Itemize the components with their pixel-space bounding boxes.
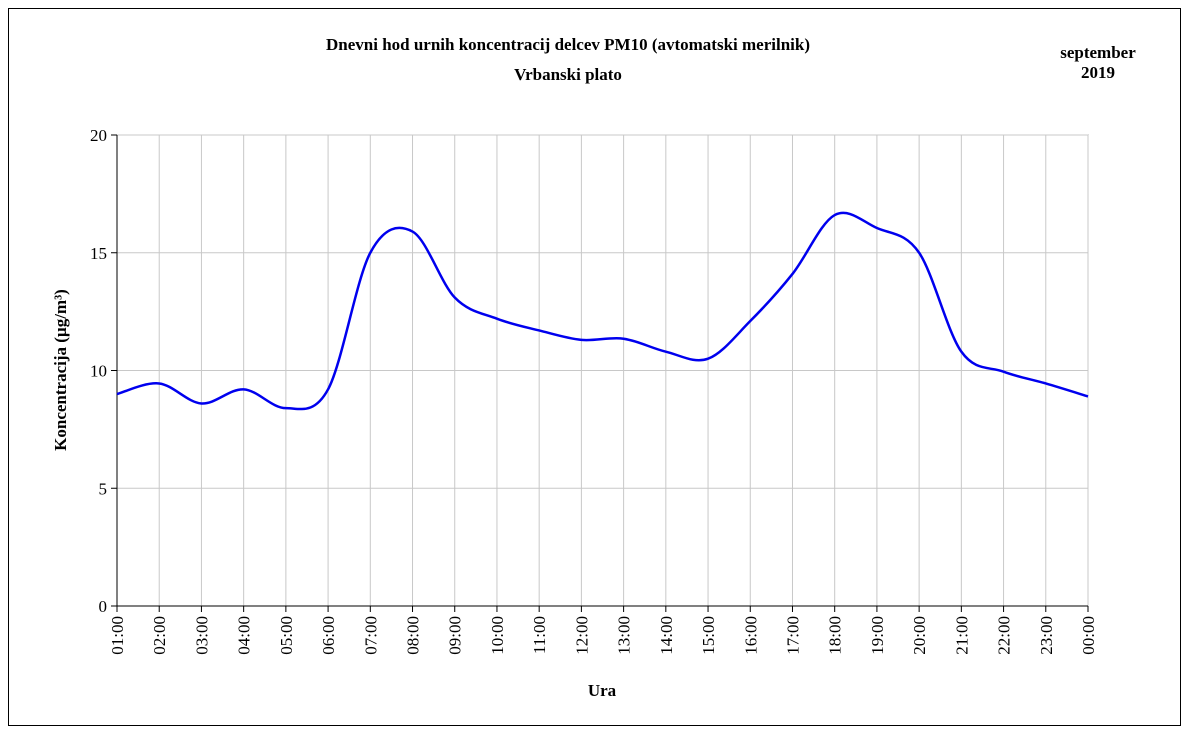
x-tick-label: 17:00 xyxy=(783,616,802,655)
x-axis-label: Ura xyxy=(588,681,617,700)
x-tick-label: 23:00 xyxy=(1037,616,1056,655)
y-axis-label: Koncentracija (µg/m³) xyxy=(51,289,70,451)
x-tick-label: 13:00 xyxy=(615,616,634,655)
y-tick-label: 15 xyxy=(90,244,107,263)
x-tick-label: 14:00 xyxy=(657,616,676,655)
chart-subtitle: Vrbanski plato xyxy=(514,65,622,84)
x-tick-label: 08:00 xyxy=(404,616,423,655)
x-tick-label: 06:00 xyxy=(319,616,338,655)
x-tick-label: 19:00 xyxy=(868,616,887,655)
y-tick-label: 5 xyxy=(99,479,108,498)
x-tick-label: 02:00 xyxy=(150,616,169,655)
y-tick-label: 20 xyxy=(90,126,107,145)
x-tick-label: 00:00 xyxy=(1079,616,1098,655)
x-tick-label: 22:00 xyxy=(995,616,1014,655)
y-tick-label: 0 xyxy=(99,597,108,616)
period-year: 2019 xyxy=(1081,63,1115,82)
x-tick-label: 04:00 xyxy=(235,616,254,655)
chart-title: Dnevni hod urnih koncentracij delcev PM1… xyxy=(326,35,810,54)
x-tick-label: 16:00 xyxy=(741,616,760,655)
x-tick-label: 09:00 xyxy=(446,616,465,655)
x-tick-label: 05:00 xyxy=(277,616,296,655)
x-tick-label: 21:00 xyxy=(952,616,971,655)
x-tick-label: 10:00 xyxy=(488,616,507,655)
x-tick-label: 15:00 xyxy=(699,616,718,655)
period-month: september xyxy=(1060,43,1136,62)
x-tick-label: 12:00 xyxy=(572,616,591,655)
y-tick-label: 10 xyxy=(90,362,107,381)
x-tick-label: 18:00 xyxy=(826,616,845,655)
x-tick-label: 01:00 xyxy=(108,616,127,655)
x-tick-label: 11:00 xyxy=(530,616,549,654)
x-tick-label: 20:00 xyxy=(910,616,929,655)
x-tick-label: 07:00 xyxy=(361,616,380,655)
x-tick-label: 03:00 xyxy=(192,616,211,655)
data-line xyxy=(116,211,1089,411)
